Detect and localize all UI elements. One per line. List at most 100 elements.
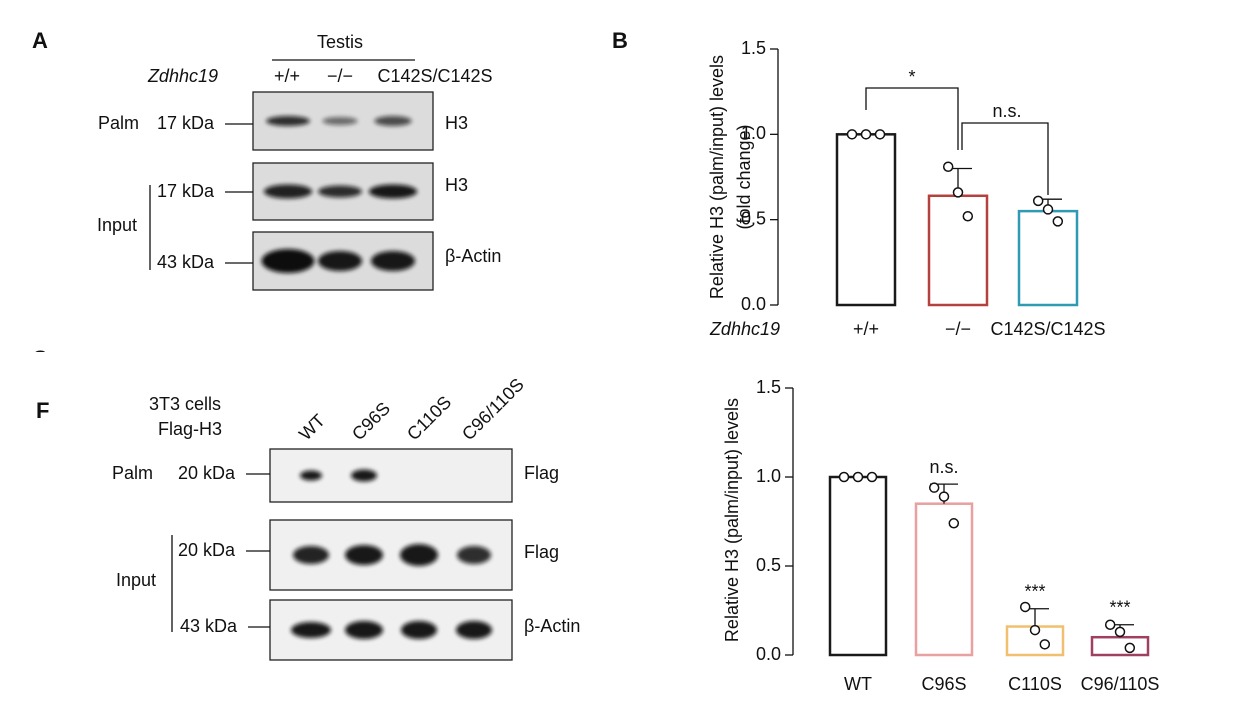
bar bbox=[828, 475, 888, 657]
size-label: 20 kDa bbox=[178, 463, 236, 483]
size-label: 17 kDa bbox=[157, 113, 215, 133]
data-point bbox=[860, 129, 872, 140]
data-point bbox=[1124, 642, 1136, 654]
lane-label: C110S bbox=[403, 392, 455, 444]
protein-label: H3 bbox=[445, 113, 468, 133]
size-label: 43 kDa bbox=[180, 616, 238, 636]
lane-label: +/+ bbox=[274, 66, 300, 86]
x-tick-label: C96/110S bbox=[1081, 674, 1160, 694]
lane-label: C142S/C142S bbox=[377, 66, 492, 86]
data-point bbox=[852, 471, 864, 483]
size-label: 20 kDa bbox=[178, 540, 236, 560]
x-axis-label: Zdhhc19 bbox=[709, 319, 780, 339]
band bbox=[371, 251, 415, 271]
panel-letter: C bbox=[32, 346, 48, 371]
x-tick-label: +/+ bbox=[853, 319, 879, 339]
group-label: Palm bbox=[112, 463, 153, 483]
band bbox=[400, 544, 438, 566]
construct-label: Flag-H3 bbox=[158, 419, 222, 439]
lane-label: −/− bbox=[327, 66, 353, 86]
band bbox=[291, 622, 331, 638]
tissue-label: Testis bbox=[317, 32, 363, 52]
x-tick-label: −/− bbox=[945, 319, 971, 339]
significance-label: n.s. bbox=[992, 101, 1021, 121]
y-axis-label: (fold change) bbox=[734, 124, 754, 229]
significance-bracket bbox=[865, 87, 959, 150]
cells-label: 3T3 cells bbox=[149, 394, 221, 414]
band bbox=[401, 621, 437, 639]
x-tick-label: C96S bbox=[921, 674, 966, 694]
data-point bbox=[1019, 601, 1031, 613]
bar bbox=[1090, 635, 1150, 657]
data-point bbox=[1104, 619, 1116, 630]
data-point bbox=[846, 129, 858, 140]
y-axis-label: Relative H3 (palm/input) levels bbox=[707, 55, 727, 299]
band bbox=[457, 546, 491, 564]
bar bbox=[927, 194, 989, 307]
blot-frame bbox=[269, 448, 513, 503]
data-point bbox=[1039, 639, 1051, 650]
group-label: Input bbox=[116, 570, 156, 590]
group-label: Palm bbox=[98, 113, 139, 133]
band bbox=[263, 184, 313, 199]
data-point bbox=[948, 518, 960, 529]
panel-letter: F bbox=[36, 398, 49, 423]
protein-label: Flag bbox=[524, 542, 559, 562]
significance-label: *** bbox=[1109, 597, 1130, 617]
y-tick-label: 1.5 bbox=[741, 38, 766, 58]
data-point bbox=[866, 471, 878, 483]
protein-label: H3 bbox=[445, 175, 468, 195]
bar bbox=[914, 502, 974, 657]
significance-bracket bbox=[961, 122, 1049, 195]
significance-label: *** bbox=[1024, 581, 1045, 601]
y-tick-label: 0.5 bbox=[756, 555, 781, 575]
band bbox=[456, 621, 492, 639]
y-tick-label: 0.0 bbox=[756, 644, 781, 664]
data-point bbox=[952, 187, 964, 198]
y-tick-label: 1.0 bbox=[741, 123, 766, 143]
bar bbox=[835, 133, 897, 307]
y-tick-label: 1.5 bbox=[756, 377, 781, 397]
y-tick-label: 0.5 bbox=[741, 208, 766, 228]
data-point bbox=[838, 471, 850, 483]
band bbox=[300, 470, 322, 481]
band bbox=[322, 117, 358, 125]
data-point bbox=[874, 129, 886, 140]
band bbox=[374, 116, 412, 126]
data-point bbox=[1052, 216, 1064, 227]
band bbox=[368, 184, 418, 199]
x-tick-label: C110S bbox=[1008, 674, 1062, 694]
data-point bbox=[1114, 626, 1126, 638]
significance-label: n.s. bbox=[929, 457, 958, 477]
y-tick-label: 0.0 bbox=[741, 294, 766, 314]
band bbox=[318, 251, 362, 271]
data-point bbox=[962, 211, 974, 222]
band bbox=[345, 545, 383, 565]
x-tick-label: WT bbox=[844, 674, 872, 694]
protein-label: Flag bbox=[524, 463, 559, 483]
band bbox=[318, 185, 362, 198]
lane-label: WT bbox=[295, 410, 329, 444]
size-label: 17 kDa bbox=[157, 181, 215, 201]
x-tick-label: C142S/C142S bbox=[990, 319, 1105, 339]
band bbox=[351, 469, 377, 482]
size-label: 43 kDa bbox=[157, 252, 215, 272]
protein-label: β-Actin bbox=[445, 246, 501, 266]
data-point bbox=[928, 482, 940, 493]
y-tick-label: 1.0 bbox=[756, 466, 781, 486]
band bbox=[261, 249, 315, 273]
panel-letter: B bbox=[612, 28, 628, 53]
protein-label: β-Actin bbox=[524, 616, 580, 636]
y-axis-label: Relative H3 (palm/input) levels bbox=[722, 398, 742, 642]
genotype-label: Zdhhc19 bbox=[147, 66, 218, 86]
data-point bbox=[938, 491, 950, 502]
group-label: Input bbox=[97, 215, 137, 235]
data-point bbox=[1032, 195, 1044, 207]
panel-letter: A bbox=[32, 28, 48, 53]
significance-label: * bbox=[908, 67, 915, 87]
data-point bbox=[1029, 624, 1041, 636]
band bbox=[345, 621, 383, 639]
lane-label: C96/110S bbox=[458, 374, 528, 444]
data-point bbox=[942, 161, 954, 173]
